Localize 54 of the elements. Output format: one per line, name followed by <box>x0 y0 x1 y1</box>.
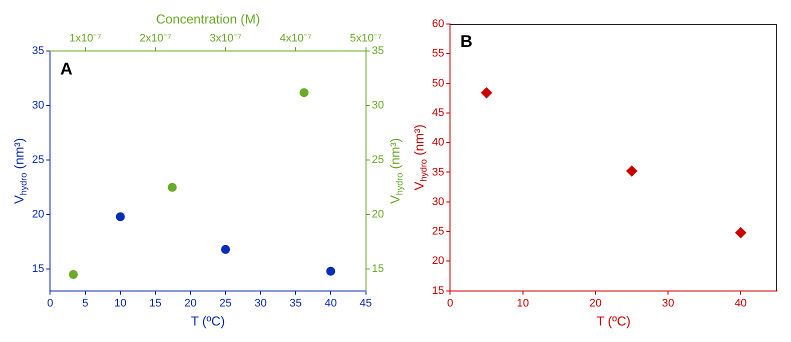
x2-axis-title: Concentration (M) <box>156 12 260 27</box>
x-tick-label: 0 <box>47 297 54 310</box>
y-tick-label: 20 <box>432 255 444 268</box>
y2-axis-title: Vhydro (nm³) <box>388 138 404 204</box>
point <box>326 266 336 276</box>
x-tick-label: 40 <box>324 297 337 310</box>
point <box>221 244 230 254</box>
x-axis-title: T (ºC) <box>596 314 631 329</box>
x-tick-label: 10 <box>516 297 529 310</box>
x2-tick-label: 4x10⁻⁷ <box>280 32 312 45</box>
x-tick-label: 20 <box>184 297 197 310</box>
x2-tick-label: 1x10⁻⁷ <box>69 32 102 45</box>
point <box>481 87 492 98</box>
y2-tick-label: 25 <box>372 154 384 166</box>
x-tick-label: 5 <box>82 297 88 310</box>
y2-tick-label: 20 <box>372 208 384 221</box>
y-tick-label: 15 <box>32 263 44 276</box>
x-tick-label: 30 <box>254 297 267 310</box>
x-axis-title: T (ºC) <box>190 314 225 329</box>
y-tick-label: 50 <box>432 77 444 90</box>
x-tick-label: 45 <box>360 297 372 310</box>
x-tick-label: 10 <box>114 297 126 310</box>
x-tick-label: 35 <box>290 297 302 310</box>
x-tick-label: 40 <box>734 297 747 310</box>
x-tick-label: 0 <box>447 297 454 310</box>
y-tick-label: 25 <box>432 226 444 238</box>
y2-tick-label: 15 <box>372 263 384 276</box>
y-tick-label: 55 <box>432 48 444 60</box>
y-tick-label: 30 <box>32 100 44 112</box>
y2-tick-label: 35 <box>372 45 384 58</box>
y-axis-title: Vhydro (nm³) <box>12 138 28 204</box>
y-tick-label: 15 <box>432 284 444 297</box>
point <box>626 166 638 177</box>
x-tick-label: 20 <box>589 297 602 310</box>
point <box>735 227 746 238</box>
x-tick-label: 15 <box>149 297 162 310</box>
y2-tick-label: 30 <box>372 100 384 112</box>
y-tick-label: 25 <box>32 154 44 166</box>
y-tick-label: 40 <box>432 136 444 149</box>
x2-tick-label: 3x10⁻⁷ <box>210 32 242 45</box>
y-tick-label: 20 <box>32 208 44 221</box>
point <box>116 212 125 222</box>
y-tick-label: 30 <box>432 196 444 208</box>
y-tick-label: 35 <box>32 45 44 58</box>
y-tick-label: 45 <box>432 106 444 119</box>
y-tick-label: 60 <box>432 18 444 30</box>
x2-tick-label: 2x10⁻⁷ <box>139 32 172 45</box>
text: A <box>60 59 73 78</box>
y-axis-title: Vhydro (nm³) <box>412 124 428 190</box>
text: B <box>460 32 473 52</box>
x-tick-label: 30 <box>662 297 674 310</box>
x-tick-label: 25 <box>219 297 232 310</box>
y-tick-label: 35 <box>432 166 444 178</box>
x2-tick-label: 5x10⁻⁷ <box>350 32 382 45</box>
